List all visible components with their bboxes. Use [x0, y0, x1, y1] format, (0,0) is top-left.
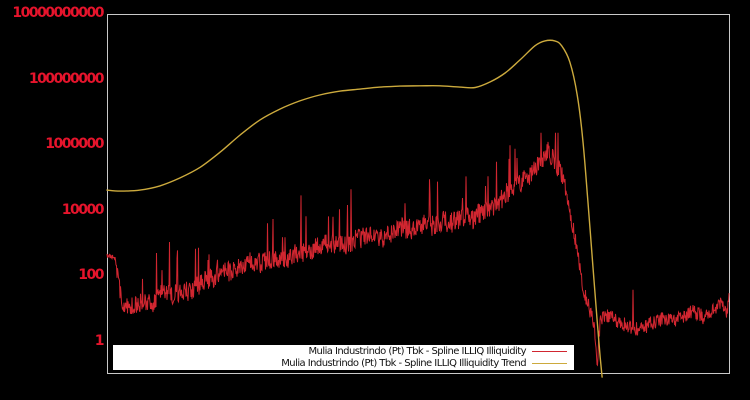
legend-label-illiquidity: Mulia Industrindo (Pt) Tbk - Spline ILLI…	[308, 345, 526, 357]
y-axis-tick-label: 100	[78, 267, 104, 284]
legend-line-sample-illiquidity	[532, 350, 567, 353]
y-axis-tick-label: 10000000000	[12, 5, 104, 21]
legend: Mulia Industrindo (Pt) Tbk - Spline ILLI…	[112, 344, 575, 371]
legend-label-trend: Mulia Industrindo (Pt) Tbk - Spline ILLI…	[281, 357, 526, 369]
y-axis-tick-label: 1	[94, 333, 105, 349]
plot-canvas	[106, 39, 730, 378]
legend-row-trend: Mulia Industrindo (Pt) Tbk - Spline ILLI…	[113, 358, 574, 370]
y-axis-tick-label: 1000000	[45, 136, 104, 153]
plot-area-border	[107, 14, 730, 374]
illiquidity-series-line	[106, 132, 730, 367]
y-axis-tick-label: 10000	[61, 201, 105, 218]
y-axis-tick-label: 100000000	[28, 70, 105, 87]
trend-series-line	[106, 39, 603, 378]
legend-line-sample-trend	[532, 362, 567, 365]
legend-row-illiquidity: Mulia Industrindo (Pt) Tbk - Spline ILLI…	[113, 346, 574, 358]
